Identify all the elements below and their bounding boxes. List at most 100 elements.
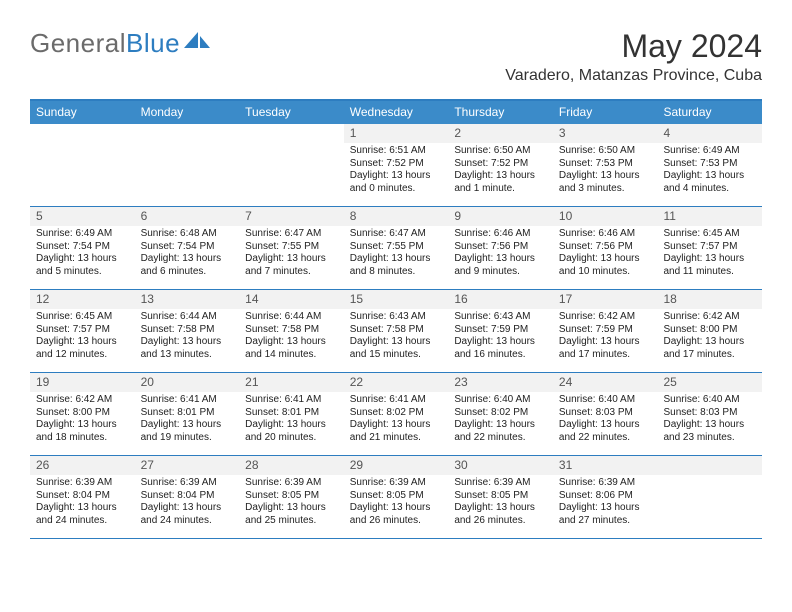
daylight-text: Daylight: 13 hours and 4 minutes.: [663, 170, 756, 195]
day-number: 8: [344, 207, 449, 226]
day-cell: 25Sunrise: 6:40 AMSunset: 8:03 PMDayligh…: [657, 373, 762, 455]
day-number: 27: [135, 456, 240, 475]
sunset-text: Sunset: 8:02 PM: [350, 407, 443, 420]
sunrise-text: Sunrise: 6:39 AM: [245, 477, 338, 490]
sunset-text: Sunset: 8:00 PM: [663, 324, 756, 337]
sunrise-text: Sunrise: 6:51 AM: [350, 145, 443, 158]
sunset-text: Sunset: 8:05 PM: [350, 490, 443, 503]
day-content: Sunrise: 6:41 AMSunset: 8:02 PMDaylight:…: [344, 392, 449, 448]
week-row: 1 Sunrise: 6:51 AMSunset: 7:52 PM Daylight…: [30, 124, 762, 207]
day-header: Sunday: [30, 101, 135, 124]
day-header: Friday: [553, 101, 658, 124]
day-content: Sunrise: 6:39 AMSunset: 8:05 PMDaylight:…: [448, 475, 553, 531]
sunrise-text: Sunrise: 6:43 AM: [454, 311, 547, 324]
day-number: 26: [30, 456, 135, 475]
day-content: Sunrise: 6:44 AMSunset: 7:58 PMDaylight:…: [135, 309, 240, 365]
sunrise-text: Sunrise: 6:46 AM: [559, 228, 652, 241]
day-content: Sunrise: 6:41 AMSunset: 8:01 PMDaylight:…: [239, 392, 344, 448]
title-block: May 2024 Varadero, Matanzas Province, Cu…: [505, 28, 762, 85]
sunset-text: Sunset: 7:58 PM: [350, 324, 443, 337]
day-number: 31: [553, 456, 658, 475]
day-cell: 31Sunrise: 6:39 AMSunset: 8:06 PMDayligh…: [553, 456, 658, 538]
sunset-text: Sunset: 8:04 PM: [141, 490, 234, 503]
day-cell: 7Sunrise: 6:47 AMSunset: 7:55 PMDaylight…: [239, 207, 344, 289]
sunset-text: Sunset: 8:01 PM: [141, 407, 234, 420]
sunset-text: Sunset: 7:58 PM: [141, 324, 234, 337]
day-content: Sunrise: 6:45 AMSunset: 7:57 PMDaylight:…: [657, 226, 762, 282]
day-number: 14: [239, 290, 344, 309]
day-number: 21: [239, 373, 344, 392]
day-content: Sunrise: 6:39 AMSunset: 8:04 PMDaylight:…: [135, 475, 240, 531]
day-header: Saturday: [657, 101, 762, 124]
day-content: Sunrise: 6:50 AMSunset: 7:53 PMDaylight:…: [553, 143, 658, 199]
sunset-text: Sunset: 8:03 PM: [663, 407, 756, 420]
sunset-text: Sunset: 7:57 PM: [663, 241, 756, 254]
day-cell: 19Sunrise: 6:42 AMSunset: 8:00 PMDayligh…: [30, 373, 135, 455]
day-cell: 13Sunrise: 6:44 AMSunset: 7:58 PMDayligh…: [135, 290, 240, 372]
day-content: Sunrise: 6:45 AMSunset: 7:57 PMDaylight:…: [30, 309, 135, 365]
day-number: 12: [30, 290, 135, 309]
daylight-text: Daylight: 13 hours and 10 minutes.: [559, 253, 652, 278]
sunset-text: Sunset: 7:53 PM: [663, 158, 756, 171]
day-number: 23: [448, 373, 553, 392]
daylight-text: Daylight: 13 hours and 1 minute.: [454, 170, 547, 195]
day-content: Sunrise: 6:42 AMSunset: 8:00 PMDaylight:…: [30, 392, 135, 448]
sunrise-text: Sunrise: 6:46 AM: [454, 228, 547, 241]
day-number: 1: [344, 124, 449, 143]
sunrise-text: Sunrise: 6:39 AM: [559, 477, 652, 490]
sunrise-text: Sunrise: 6:47 AM: [245, 228, 338, 241]
location: Varadero, Matanzas Province, Cuba: [505, 67, 762, 85]
sunrise-text: Sunrise: 6:44 AM: [141, 311, 234, 324]
week-row: 5Sunrise: 6:49 AMSunset: 7:54 PMDaylight…: [30, 207, 762, 290]
day-number: 7: [239, 207, 344, 226]
day-cell: 27Sunrise: 6:39 AMSunset: 8:04 PMDayligh…: [135, 456, 240, 538]
sunrise-text: Sunrise: 6:39 AM: [454, 477, 547, 490]
sunset-text: Sunset: 7:56 PM: [559, 241, 652, 254]
day-cell: 23Sunrise: 6:40 AMSunset: 8:02 PMDayligh…: [448, 373, 553, 455]
day-cell: 9Sunrise: 6:46 AMSunset: 7:56 PMDaylight…: [448, 207, 553, 289]
sunset-text: Sunset: 7:59 PM: [559, 324, 652, 337]
daylight-text: Daylight: 13 hours and 24 minutes.: [36, 502, 129, 527]
sunrise-text: Sunrise: 6:40 AM: [454, 394, 547, 407]
day-number: 18: [657, 290, 762, 309]
day-number-empty: [657, 456, 762, 475]
sunset-text: Sunset: 7:58 PM: [245, 324, 338, 337]
daylight-text: Daylight: 13 hours and 20 minutes.: [245, 419, 338, 444]
sunset-text: Sunset: 7:56 PM: [454, 241, 547, 254]
week-row: 26Sunrise: 6:39 AMSunset: 8:04 PMDayligh…: [30, 456, 762, 539]
day-number: 28: [239, 456, 344, 475]
week-row: 19Sunrise: 6:42 AMSunset: 8:00 PMDayligh…: [30, 373, 762, 456]
daylight-text: Daylight: 13 hours and 17 minutes.: [663, 336, 756, 361]
day-content: Sunrise: 6:39 AMSunset: 8:06 PMDaylight:…: [553, 475, 658, 531]
logo-text-blue: Blue: [126, 28, 180, 59]
day-cell: 8Sunrise: 6:47 AMSunset: 7:55 PMDaylight…: [344, 207, 449, 289]
day-cell: 14Sunrise: 6:44 AMSunset: 7:58 PMDayligh…: [239, 290, 344, 372]
daylight-text: Daylight: 13 hours and 3 minutes.: [559, 170, 652, 195]
daylight-text: Daylight: 13 hours and 11 minutes.: [663, 253, 756, 278]
daylight-text: Daylight: 13 hours and 23 minutes.: [663, 419, 756, 444]
day-number: 9: [448, 207, 553, 226]
sunset-text: Sunset: 7:57 PM: [36, 324, 129, 337]
day-content: Sunrise: 6:40 AMSunset: 8:03 PMDaylight:…: [553, 392, 658, 448]
day-content: Sunrise: 6:42 AMSunset: 7:59 PMDaylight:…: [553, 309, 658, 365]
sunrise-text: Sunrise: 6:49 AM: [663, 145, 756, 158]
day-number: 29: [344, 456, 449, 475]
daylight-text: Daylight: 13 hours and 24 minutes.: [141, 502, 234, 527]
day-cell: 1Sunrise: 6:51 AMSunset: 7:52 PMDaylight…: [344, 124, 449, 206]
day-number: 10: [553, 207, 658, 226]
day-number: 3: [553, 124, 658, 143]
day-cell: 5Sunrise: 6:49 AMSunset: 7:54 PMDaylight…: [30, 207, 135, 289]
day-cell: 16Sunrise: 6:43 AMSunset: 7:59 PMDayligh…: [448, 290, 553, 372]
sunset-text: Sunset: 8:00 PM: [36, 407, 129, 420]
day-cell: 20Sunrise: 6:41 AMSunset: 8:01 PMDayligh…: [135, 373, 240, 455]
day-header: Tuesday: [239, 101, 344, 124]
sunset-text: Sunset: 7:55 PM: [350, 241, 443, 254]
day-header: Wednesday: [344, 101, 449, 124]
sunset-text: Sunset: 7:52 PM: [350, 158, 443, 171]
day-content: Sunrise: 6:41 AMSunset: 8:01 PMDaylight:…: [135, 392, 240, 448]
day-content: Sunrise: 6:44 AMSunset: 7:58 PMDaylight:…: [239, 309, 344, 365]
logo-text-gray: General: [30, 28, 126, 59]
sunset-text: Sunset: 8:05 PM: [245, 490, 338, 503]
day-content: Sunrise: 6:42 AMSunset: 8:00 PMDaylight:…: [657, 309, 762, 365]
daylight-text: Daylight: 13 hours and 18 minutes.: [36, 419, 129, 444]
